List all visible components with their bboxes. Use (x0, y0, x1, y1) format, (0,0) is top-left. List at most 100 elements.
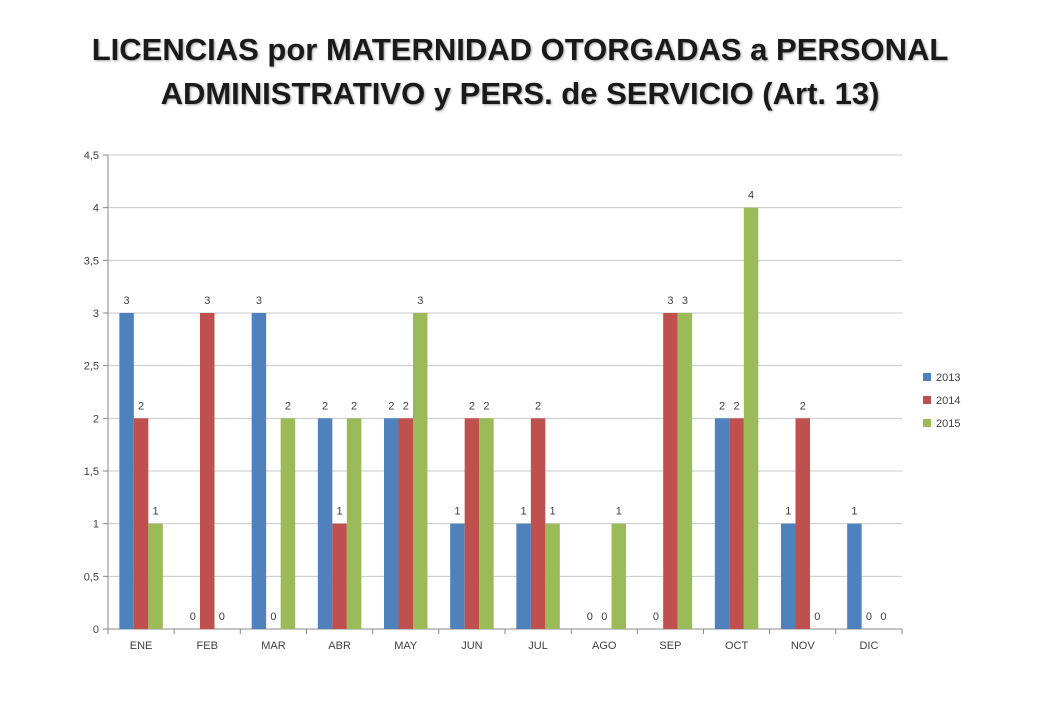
y-tick-label: 4 (93, 203, 99, 215)
bar (332, 523, 347, 629)
data-label: 0 (587, 611, 593, 623)
bar (280, 418, 296, 629)
data-label: 0 (653, 611, 659, 623)
bar (119, 313, 134, 629)
y-tick-label: 1,5 (84, 466, 99, 478)
legend-label: 2013 (936, 372, 960, 384)
data-label: 1 (616, 506, 622, 518)
y-tick-label: 3 (93, 308, 99, 320)
bar (847, 523, 862, 629)
data-label: 0 (190, 611, 196, 623)
bar (464, 418, 480, 629)
x-axis: ENE FEB MAR ABR MAY JUN JUL AGO SEP OCT NOV DIC (107, 628, 903, 652)
chart-title-line-1: LICENCIAS por MATERNIDAD OTORGADAS a PER… (91, 32, 949, 67)
x-tick-label: MAR (261, 640, 286, 652)
bar (516, 523, 531, 629)
bar (398, 418, 413, 629)
bar (317, 418, 333, 629)
x-tick-label: NOV (791, 640, 816, 652)
data-label: 1 (337, 506, 343, 518)
data-label: 0 (814, 611, 820, 623)
data-label: 2 (719, 400, 725, 412)
bar (384, 418, 399, 629)
data-label: 2 (388, 400, 394, 412)
x-tick-label: FEB (197, 640, 218, 652)
bar (200, 313, 215, 629)
data-label: 3 (417, 295, 423, 307)
x-tick-label: AGO (592, 640, 617, 652)
bar (714, 418, 730, 629)
data-label: 4 (748, 190, 754, 202)
data-label: 0 (880, 611, 886, 623)
bar (611, 523, 626, 629)
bars (119, 207, 862, 629)
bar (781, 523, 796, 629)
bar (346, 418, 362, 629)
y-tick-label: 2 (93, 413, 99, 425)
data-label: 1 (785, 506, 791, 518)
x-tick-label: ABR (328, 640, 351, 652)
data-label: 2 (535, 400, 541, 412)
y-tick-label: 1 (93, 519, 99, 531)
legend-swatch (923, 373, 931, 381)
x-tick-label: OCT (725, 640, 749, 652)
data-label: 2 (800, 400, 806, 412)
data-label: 2 (403, 400, 409, 412)
bar (251, 313, 267, 629)
data-label: 2 (351, 400, 357, 412)
x-tick-label: DIC (859, 640, 878, 652)
x-tick-label: MAY (394, 640, 418, 652)
y-axis: 0 0,5 1 1,5 2 2,5 3 3,5 4 4,5 (84, 150, 109, 636)
data-label: 3 (682, 295, 688, 307)
bar (729, 418, 744, 629)
data-label: 2 (469, 400, 475, 412)
legend: 2013 2014 2015 (923, 372, 960, 430)
data-label: 1 (550, 506, 556, 518)
data-label: 2 (138, 400, 144, 412)
y-tick-label: 4,5 (84, 150, 99, 162)
bar (795, 418, 810, 629)
data-label: 3 (204, 295, 210, 307)
data-label: 0 (601, 611, 607, 623)
bar (743, 207, 759, 629)
legend-label: 2015 (936, 418, 960, 430)
bar (545, 523, 560, 629)
chart-title-line-2: ADMINISTRATIVO y PERS. de SERVICIO (Art.… (160, 76, 880, 111)
gridlines (108, 154, 902, 630)
data-label: 0 (866, 611, 872, 623)
legend-swatch (923, 419, 931, 427)
data-label: 3 (124, 295, 130, 307)
bar (450, 523, 465, 629)
y-tick-label: 2,5 (84, 361, 99, 373)
x-tick-label: SEP (659, 640, 681, 652)
data-label: 3 (256, 295, 262, 307)
y-tick-label: 3,5 (84, 255, 99, 267)
data-label: 2 (322, 400, 328, 412)
data-label: 2 (483, 400, 489, 412)
y-tick-label: 0,5 (84, 571, 99, 583)
chart-title: LICENCIAS por MATERNIDAD OTORGADAS a PER… (0, 28, 1040, 116)
y-tick-label: 0 (93, 624, 99, 636)
data-label: 2 (285, 400, 291, 412)
data-label: 1 (454, 506, 460, 518)
bar (677, 313, 693, 629)
data-label: 2 (734, 400, 740, 412)
bar (663, 313, 678, 629)
x-tick-label: JUL (528, 640, 548, 652)
data-label: 1 (521, 506, 527, 518)
data-label: 3 (667, 295, 673, 307)
bar (133, 418, 149, 629)
data-label: 0 (219, 611, 225, 623)
legend-label: 2014 (936, 395, 960, 407)
bar (413, 313, 428, 629)
bar (148, 523, 163, 629)
bar (530, 418, 546, 629)
data-label: 1 (153, 506, 159, 518)
data-label: 0 (270, 611, 276, 623)
x-tick-label: JUN (461, 640, 482, 652)
data-label: 1 (851, 506, 857, 518)
x-tick-label: ENE (130, 640, 153, 652)
bar (479, 418, 494, 629)
